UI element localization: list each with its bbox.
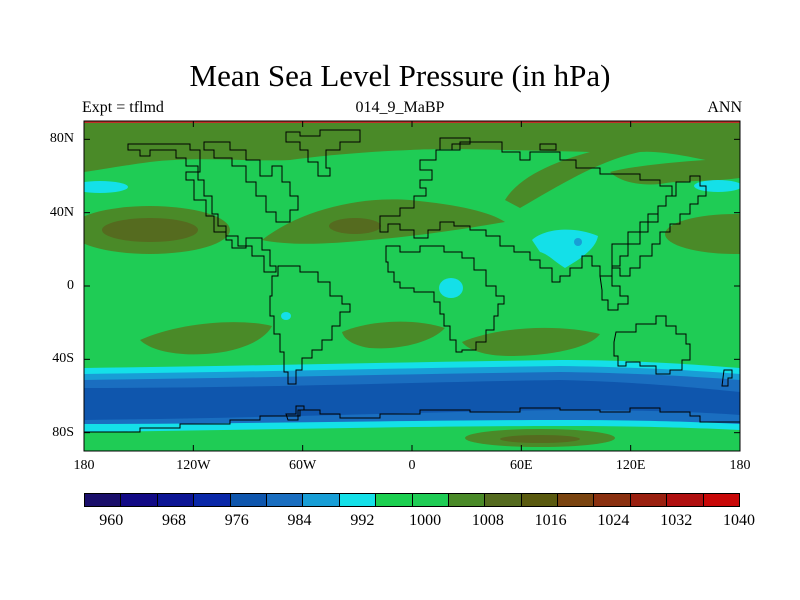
colorbar-swatch — [558, 494, 595, 506]
field-samerica-low — [281, 312, 291, 320]
coast-new-zealand — [721, 369, 733, 387]
coast-greenland — [285, 129, 361, 177]
coast-south-america — [269, 265, 351, 385]
colorbar-swatch — [339, 494, 377, 506]
field-north-high — [84, 121, 740, 208]
colorbar-swatch — [703, 494, 740, 506]
coast-antarctica — [84, 407, 740, 433]
lat-tick-label: 40S — [52, 351, 74, 367]
field-indian-high — [462, 327, 600, 356]
colorbar-label: 1032 — [660, 512, 693, 529]
time-period-label: 014_9_MaBP — [355, 99, 445, 116]
colorbar-swatch — [266, 494, 304, 506]
field-spacific-high — [140, 322, 272, 355]
lon-tick-label: 60E — [510, 458, 533, 473]
colorbar-swatch — [121, 494, 158, 506]
field-asia-low — [532, 229, 598, 268]
field-antarctic-cyan-edge — [84, 420, 740, 432]
colorbar-swatch — [303, 494, 340, 506]
map-title: Mean Sea Level Pressure (in hPa) — [189, 58, 611, 93]
field-asia-low-core — [574, 238, 582, 246]
lon-tick-label: 120E — [615, 458, 646, 473]
coast-asia-pacific — [611, 175, 707, 277]
colorbar-label: 1000 — [409, 512, 442, 529]
colorbar-label: 984 — [287, 512, 312, 529]
colorbar-swatch — [376, 494, 413, 506]
field-npacific-core — [102, 218, 198, 242]
field-africa-low — [439, 278, 463, 298]
colorbar-label: 1040 — [722, 512, 755, 529]
field-arctic-patch — [610, 158, 740, 185]
colorbar-swatch — [485, 494, 522, 506]
experiment-label: Expt = tflmd — [82, 99, 164, 116]
field-nepacific-high — [665, 214, 740, 254]
lon-tick-label: 180 — [729, 458, 751, 473]
colorbar-swatch — [667, 494, 704, 506]
axis-ticks — [83, 121, 741, 451]
field-natlantic-high — [262, 199, 505, 244]
lon-tick-label: 0 — [408, 458, 416, 473]
coastlines — [84, 129, 740, 433]
lat-tick-label: 40N — [49, 204, 74, 220]
colorbar-label: 1024 — [597, 512, 630, 529]
colorbar-swatch — [521, 494, 559, 506]
coast-north-america — [127, 143, 277, 273]
lat-tick-label: 80N — [49, 131, 74, 147]
lon-tick-label: 60W — [289, 458, 317, 473]
colorbar-swatch — [157, 494, 195, 506]
colorbar-swatch — [412, 494, 449, 506]
coast-asia-east — [599, 275, 629, 311]
colorbar-label: 1016 — [534, 512, 567, 529]
season-label: ANN — [707, 99, 742, 116]
pressure-field — [84, 121, 740, 451]
field-arctic-low-west — [84, 181, 128, 193]
colorbar-swatch — [630, 494, 668, 506]
colorbar-label: 968 — [161, 512, 186, 529]
colorbar-swatch — [194, 494, 231, 506]
coast-antarctic-peninsula — [285, 405, 305, 421]
coast-australia — [613, 315, 691, 375]
lon-tick-label: 180 — [73, 458, 95, 473]
lat-tick-label: 80S — [52, 424, 74, 440]
lon-tick-label: 120W — [176, 458, 211, 473]
coast-arctic-islands — [439, 137, 557, 151]
field-satlantic-high — [342, 321, 445, 349]
lat-tick-label: 0 — [67, 278, 74, 293]
colorbar-swatch — [230, 494, 267, 506]
coast-canada-arctic — [203, 141, 299, 223]
coast-africa — [385, 245, 505, 353]
colorbar — [84, 493, 740, 507]
colorbar-swatch — [85, 494, 122, 506]
colorbar-swatch — [448, 494, 486, 506]
colorbar-label: 976 — [224, 512, 249, 529]
colorbar-swatch — [594, 494, 631, 506]
field-antarctic-core — [500, 435, 580, 443]
field-natlantic-core — [329, 218, 381, 234]
colorbar-label: 992 — [350, 512, 375, 529]
colorbar-label: 1008 — [471, 512, 504, 529]
colorbar-label: 960 — [99, 512, 124, 529]
